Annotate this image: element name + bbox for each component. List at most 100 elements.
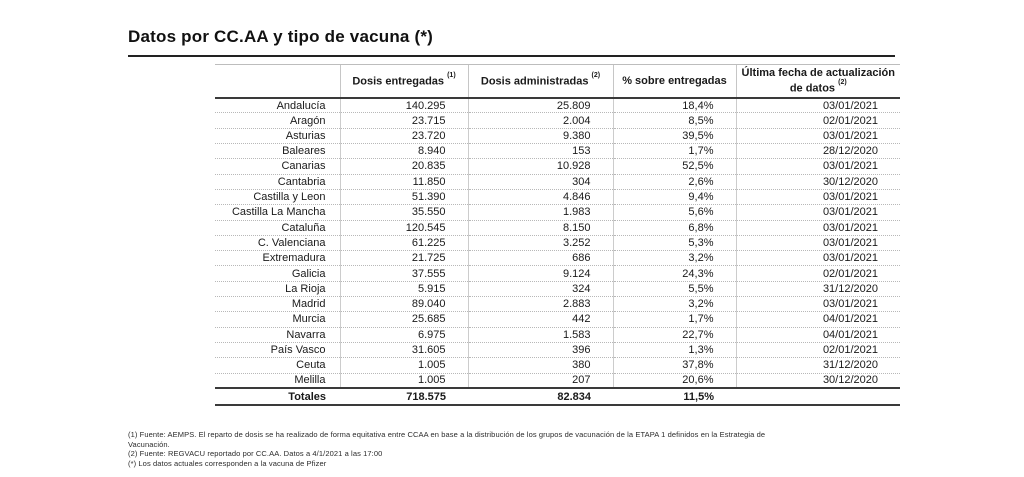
value-cell: 18,4% bbox=[612, 97, 736, 114]
value-cell: 5,3% bbox=[612, 235, 736, 252]
date-cell: 03/01/2021 bbox=[735, 250, 900, 267]
date-cell: 04/01/2021 bbox=[735, 327, 900, 343]
region-cell: Galicia bbox=[215, 265, 340, 282]
table-row: Castilla La Mancha 35.550 1.983 5,6% 03/01/2… bbox=[215, 204, 900, 221]
region-cell: Cantabria bbox=[215, 174, 340, 190]
value-cell: 51.390 bbox=[339, 189, 468, 206]
date-cell: 03/01/2021 bbox=[735, 204, 900, 221]
table-row: Murcia 25.685 442 1,7% 04/01/2021 bbox=[215, 311, 900, 328]
value-cell: 37,8% bbox=[612, 357, 736, 374]
date-cell: 02/01/2021 bbox=[735, 112, 900, 129]
value-cell: 24,3% bbox=[612, 265, 736, 282]
date-cell: 03/01/2021 bbox=[735, 97, 900, 114]
region-cell: Baleares bbox=[215, 143, 340, 160]
value-cell: 52,5% bbox=[612, 158, 736, 175]
value-cell: 1.005 bbox=[339, 357, 468, 374]
totals-row: Totales 718.575 82.834 11,5% bbox=[215, 387, 900, 407]
date-cell: 02/01/2021 bbox=[735, 342, 900, 359]
region-cell: Andalucía bbox=[215, 97, 340, 114]
date-cell: 30/12/2020 bbox=[735, 373, 900, 389]
date-cell: 03/01/2021 bbox=[735, 220, 900, 236]
date-cell: 28/12/2020 bbox=[735, 143, 900, 160]
value-cell: 6,8% bbox=[612, 220, 736, 236]
region-cell: Asturias bbox=[215, 128, 340, 145]
value-cell: 2.004 bbox=[467, 112, 613, 129]
vaccine-data-table: Dosis entregadas (1) Dosis administradas … bbox=[215, 63, 900, 407]
region-cell: Castilla y Leon bbox=[215, 189, 340, 206]
table-row: Castilla y Leon 51.390 4.846 9,4% 03/01/2021 bbox=[215, 189, 900, 206]
region-cell: Madrid bbox=[215, 296, 340, 313]
region-cell: Ceuta bbox=[215, 357, 340, 374]
value-cell: 4.846 bbox=[467, 189, 613, 206]
value-cell: 324 bbox=[467, 281, 613, 298]
date-cell: 30/12/2020 bbox=[735, 174, 900, 190]
region-cell: Extremadura bbox=[215, 250, 340, 267]
value-cell: 3,2% bbox=[612, 250, 736, 267]
value-cell: 1.583 bbox=[467, 327, 613, 343]
header-cell: Dosis entregadas (1) bbox=[339, 63, 468, 99]
value-cell: 442 bbox=[467, 311, 613, 328]
header-footnote-marker: (1) bbox=[447, 72, 456, 80]
value-cell: 8.940 bbox=[339, 143, 468, 160]
value-cell: 10.928 bbox=[467, 158, 613, 175]
value-cell: 1.005 bbox=[339, 373, 468, 389]
date-cell: 03/01/2021 bbox=[735, 128, 900, 145]
region-cell: Cataluña bbox=[215, 220, 340, 236]
value-cell: 21.725 bbox=[339, 250, 468, 267]
table-row: C. Valenciana 61.225 3.252 5,3% 03/01/2021 bbox=[215, 235, 900, 252]
value-cell: 9.124 bbox=[467, 265, 613, 282]
region-cell: Aragón bbox=[215, 112, 340, 129]
footnote-1: (1) Fuente: AEMPS. El reparto de dosis s… bbox=[128, 430, 766, 449]
date-cell: 03/01/2021 bbox=[735, 235, 900, 252]
header-cell: Dosis administradas (2) bbox=[467, 63, 613, 99]
value-cell: 8,5% bbox=[612, 112, 736, 129]
value-cell: 5,6% bbox=[612, 204, 736, 221]
value-cell: 20.835 bbox=[339, 158, 468, 175]
region-cell: Castilla La Mancha bbox=[215, 204, 340, 221]
region-cell: País Vasco bbox=[215, 342, 340, 359]
table-row: Baleares 8.940 153 1,7% 28/12/2020 bbox=[215, 143, 900, 160]
table-header-row: Dosis entregadas (1) Dosis administradas … bbox=[215, 63, 900, 99]
value-cell: 5.915 bbox=[339, 281, 468, 298]
value-cell: 2,6% bbox=[612, 174, 736, 190]
value-cell: 207 bbox=[467, 373, 613, 389]
value-cell: 6.975 bbox=[339, 327, 468, 343]
table-row: Cataluña 120.545 8.150 6,8% 03/01/2021 bbox=[215, 220, 900, 236]
value-cell: 380 bbox=[467, 357, 613, 374]
region-cell: C. Valenciana bbox=[215, 235, 340, 252]
table-row: Madrid 89.040 2.883 3,2% 03/01/2021 bbox=[215, 296, 900, 313]
value-cell: 25.809 bbox=[467, 97, 613, 114]
header-footnote-marker: (2) bbox=[591, 72, 601, 80]
value-cell: 1,3% bbox=[612, 342, 736, 359]
totals-value-cell: 82.834 bbox=[468, 387, 613, 407]
totals-value-cell: 11,5% bbox=[613, 387, 736, 407]
value-cell: 5,5% bbox=[612, 281, 736, 298]
region-cell: Murcia bbox=[215, 311, 340, 328]
header-cell: % sobre entregadas bbox=[612, 63, 736, 99]
value-cell: 9.380 bbox=[467, 128, 613, 145]
value-cell: 23.720 bbox=[339, 128, 468, 145]
region-cell: Melilla bbox=[215, 373, 340, 389]
table-body: Andalucía 140.295 25.809 18,4% 03/01/2021 Ara… bbox=[215, 97, 900, 389]
value-cell: 396 bbox=[467, 342, 613, 359]
title-underline bbox=[128, 55, 895, 57]
value-cell: 35.550 bbox=[339, 204, 468, 221]
value-cell: 9,4% bbox=[612, 189, 736, 206]
value-cell: 37.555 bbox=[339, 265, 468, 282]
value-cell: 1.983 bbox=[467, 204, 613, 221]
table-header: Dosis entregadas (1) Dosis administradas … bbox=[215, 63, 900, 99]
table-row: Melilla 1.005 207 20,6% 30/12/2020 bbox=[215, 373, 900, 389]
footnotes: (1) Fuente: AEMPS. El reparto de dosis s… bbox=[128, 430, 772, 468]
date-cell: 02/01/2021 bbox=[735, 265, 900, 282]
table-row: Canarias 20.835 10.928 52,5% 03/01/2021 bbox=[215, 158, 900, 175]
table-row: La Rioja 5.915 324 5,5% 31/12/2020 bbox=[215, 281, 900, 298]
totals-date-cell bbox=[736, 387, 900, 407]
table-row: Ceuta 1.005 380 37,8% 31/12/2020 bbox=[215, 357, 900, 374]
region-cell: La Rioja bbox=[215, 281, 340, 298]
value-cell: 20,6% bbox=[612, 373, 736, 389]
value-cell: 31.605 bbox=[339, 342, 468, 359]
region-cell: Navarra bbox=[215, 327, 340, 343]
value-cell: 25.685 bbox=[339, 311, 468, 328]
header-cell: Última fecha de actualización de datos (2… bbox=[735, 63, 900, 99]
date-cell: 03/01/2021 bbox=[735, 296, 900, 313]
